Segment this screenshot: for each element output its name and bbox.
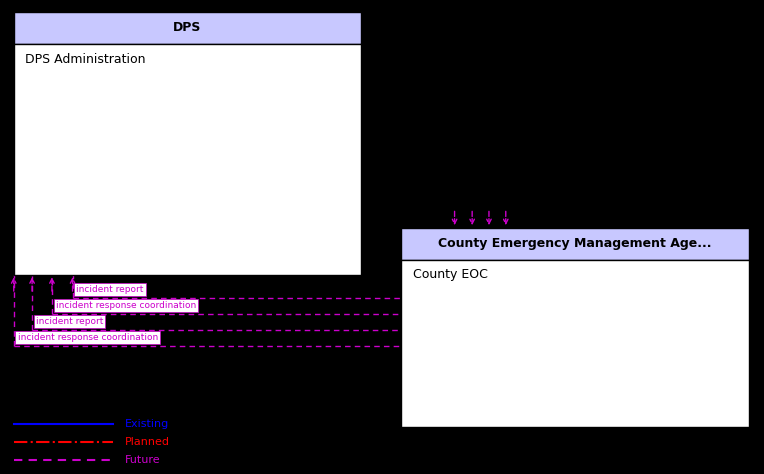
Text: Planned: Planned [125, 437, 170, 447]
Bar [14, 44, 361, 275]
Text: incident report: incident report [76, 285, 144, 294]
Text: County Emergency Management Age...: County Emergency Management Age... [439, 237, 711, 250]
Bar [401, 260, 749, 427]
Text: incident report: incident report [36, 317, 103, 326]
Bar [14, 12, 361, 44]
Text: incident response coordination: incident response coordination [56, 301, 196, 310]
Text: incident response coordination: incident response coordination [18, 333, 158, 342]
Text: Future: Future [125, 455, 160, 465]
Text: County EOC: County EOC [413, 268, 487, 281]
Text: Existing: Existing [125, 419, 169, 429]
Text: DPS: DPS [173, 21, 202, 35]
Text: DPS Administration: DPS Administration [25, 53, 146, 65]
Bar [401, 228, 749, 260]
